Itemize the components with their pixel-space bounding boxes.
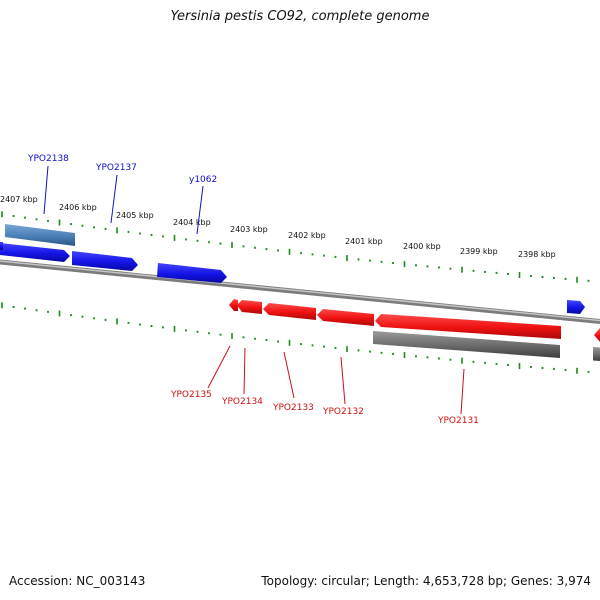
gene-arrow-ypo2134[interactable] xyxy=(237,300,262,314)
gene-label-ypo2138[interactable]: YPO2138 xyxy=(27,154,69,164)
label-leader xyxy=(43,165,49,215)
gene-label-ypo2134[interactable]: YPO2134 xyxy=(221,397,263,407)
feature-bar-upper[interactable] xyxy=(5,224,75,246)
label-leader xyxy=(207,345,231,389)
genome-title: Yersinia pestis CO92, complete genome xyxy=(170,9,430,24)
label-leader xyxy=(243,347,246,395)
feature-bar-lower-edge[interactable] xyxy=(593,347,600,361)
gene-label-ypo2133[interactable]: YPO2133 xyxy=(272,403,314,413)
scale-label: 2405 kbp xyxy=(116,211,154,220)
scale-label: 2401 kbp xyxy=(345,237,383,246)
scale-label: 2406 kbp xyxy=(59,203,97,212)
gene-arrow-edge-left[interactable] xyxy=(0,242,3,250)
genome-summary-label: Topology: circular; Length: 4,653,728 bp… xyxy=(261,574,591,588)
scale-label: 2407 kbp xyxy=(0,195,38,204)
label-leader xyxy=(340,356,346,405)
label-leader xyxy=(460,368,465,415)
gene-label-y1062[interactable]: y1062 xyxy=(189,175,217,185)
scale-label: 2400 kbp xyxy=(403,242,441,251)
gene-arrow-ypo2132[interactable] xyxy=(317,309,374,326)
scale-label: 2403 kbp xyxy=(230,225,268,234)
gene-label-ypo2135[interactable]: YPO2135 xyxy=(170,390,212,400)
gene-arrow-edge-red[interactable] xyxy=(594,328,600,342)
gene-label-ypo2132[interactable]: YPO2132 xyxy=(322,407,364,417)
feature-bar-lower[interactable] xyxy=(373,331,560,358)
genome-backbone-highlight xyxy=(0,260,600,322)
scale-ticks-upper xyxy=(1,211,590,283)
gene-arrow-ypo2137[interactable] xyxy=(72,251,138,271)
gene-arrow-ypo2131[interactable] xyxy=(375,314,561,339)
gene-arrow-ypo2138[interactable] xyxy=(0,243,70,262)
scale-label: 2399 kbp xyxy=(460,247,498,256)
gene-arrow-edge-right[interactable] xyxy=(567,300,585,314)
gene-label-ypo2137[interactable]: YPO2137 xyxy=(95,163,137,173)
label-leader xyxy=(283,351,295,399)
scale-label: 2402 kbp xyxy=(288,231,326,240)
label-leader xyxy=(196,185,204,235)
scale-label: 2404 kbp xyxy=(173,218,211,227)
label-leader xyxy=(110,174,118,224)
gene-arrow-ypo2133[interactable] xyxy=(263,303,316,320)
accession-label: Accession: NC_003143 xyxy=(9,574,146,588)
gene-arrow-ypo2135[interactable] xyxy=(229,299,238,311)
gene-arrow-y1062[interactable] xyxy=(157,263,227,283)
scale-ticks-lower xyxy=(1,302,590,374)
genome-backbone xyxy=(0,259,600,325)
scale-label: 2398 kbp xyxy=(518,250,556,259)
gene-label-ypo2131[interactable]: YPO2131 xyxy=(437,416,479,426)
